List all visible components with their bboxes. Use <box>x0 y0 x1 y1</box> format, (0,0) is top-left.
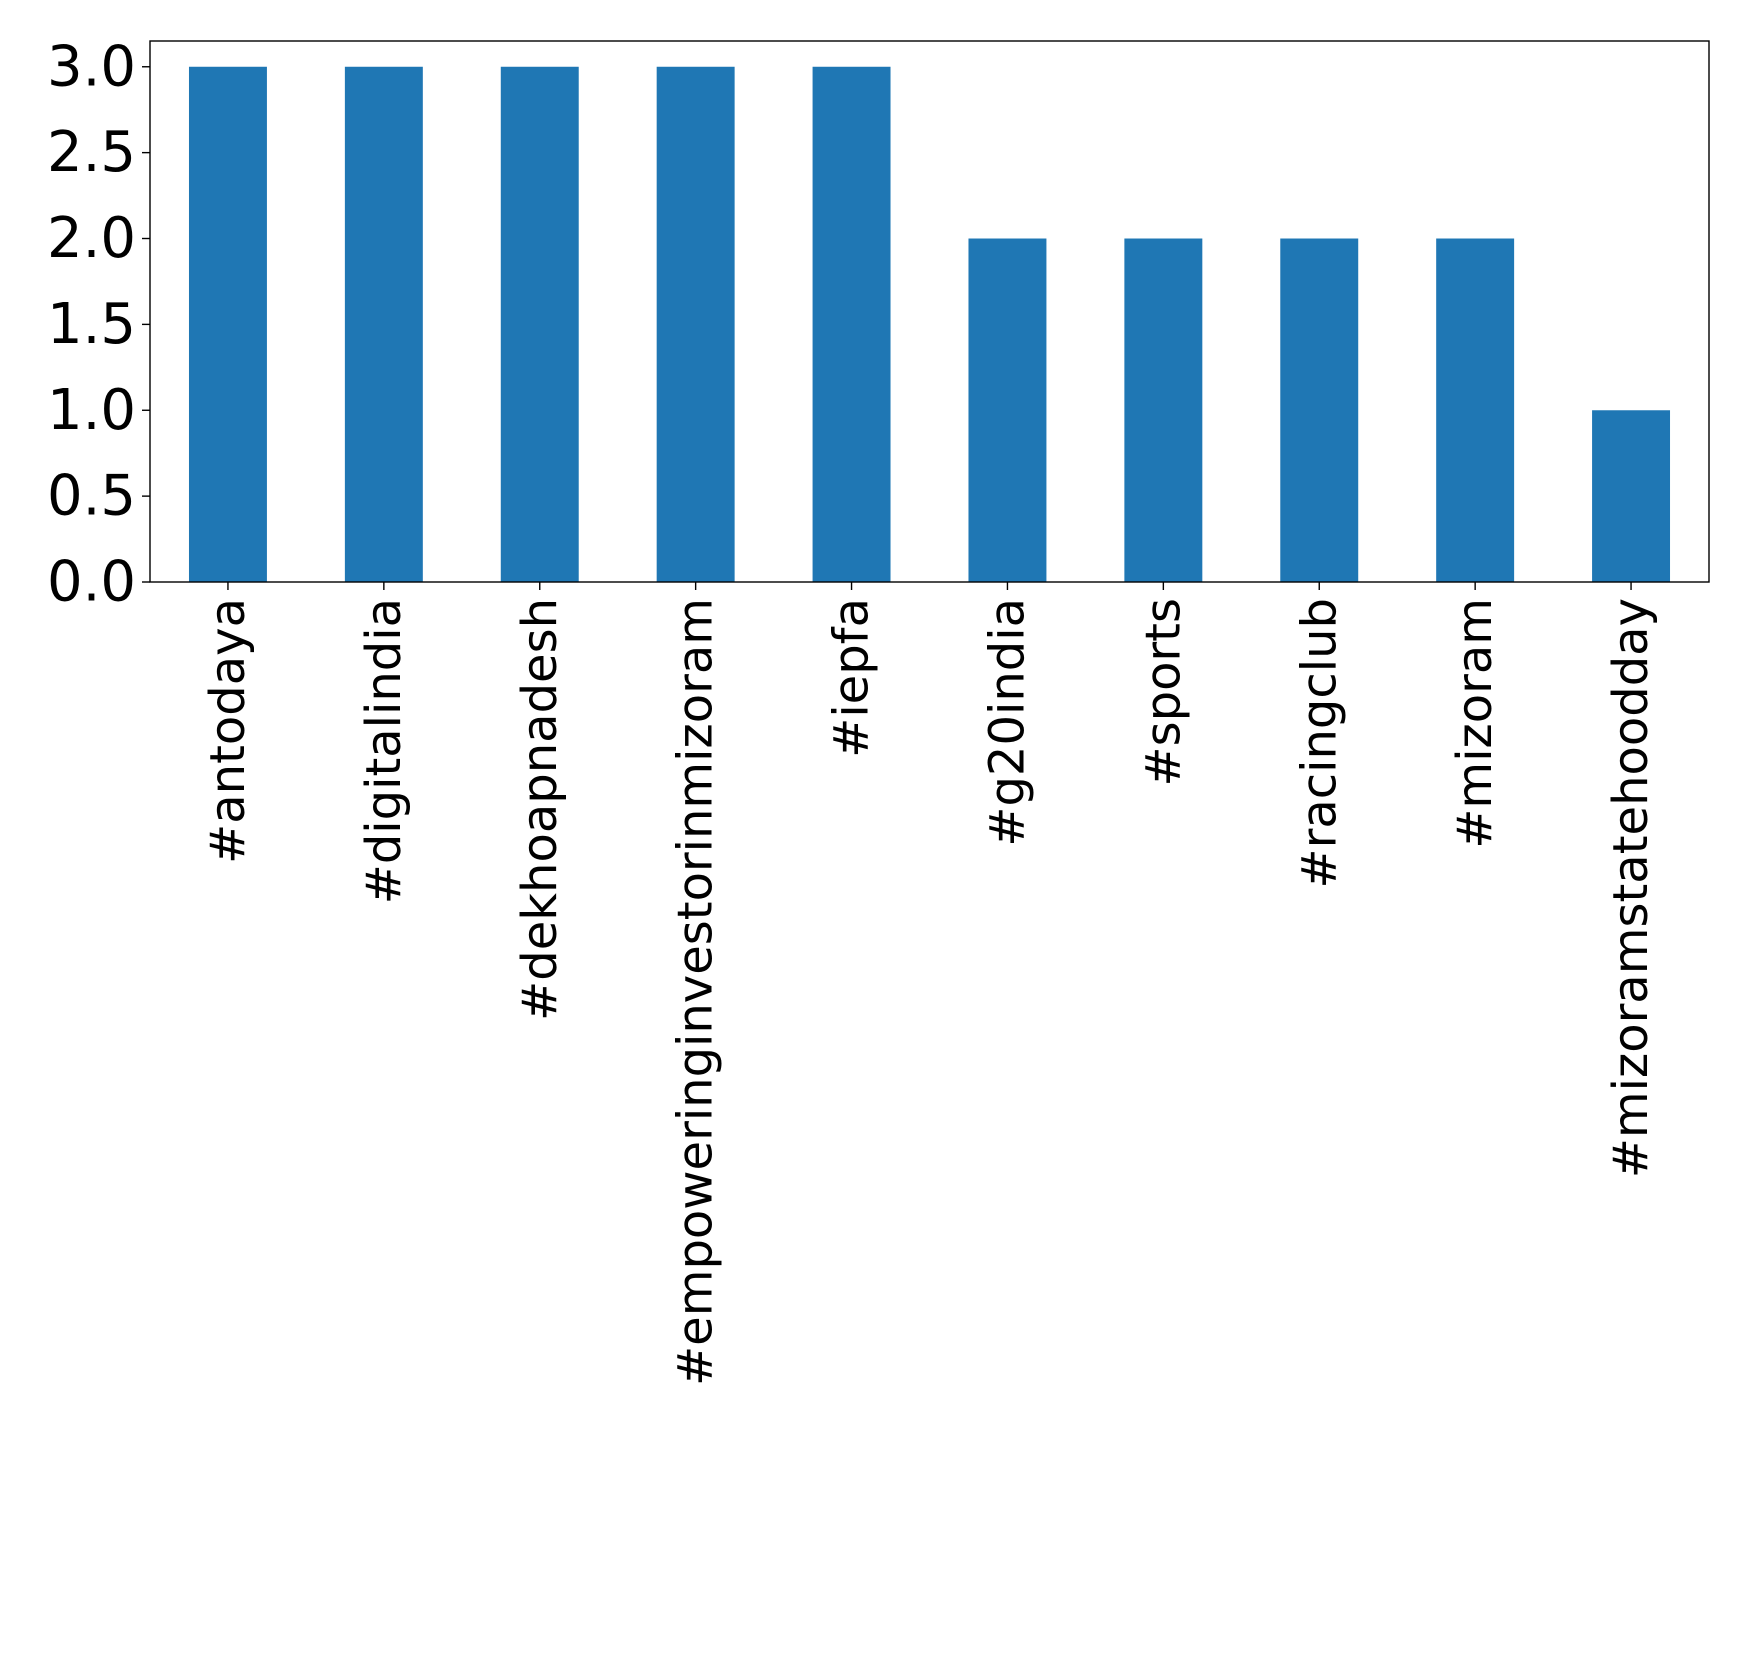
x-tick-label: #racingclub <box>1291 598 1347 889</box>
bar-digitalindia <box>344 66 423 582</box>
y-tick-label: 1.5 <box>47 292 136 357</box>
bar-mizoramstatehoodday <box>1592 410 1671 582</box>
x-tick-label: #mizoramstatehoodday <box>1603 598 1659 1178</box>
bar-iepfa <box>812 66 891 582</box>
bars-layer <box>188 66 1671 582</box>
y-tick-label: 0.5 <box>47 464 136 529</box>
x-tick-label: #sports <box>1135 598 1191 787</box>
bar-dekhoapnadesh <box>500 66 579 582</box>
bar-empoweringinvestorinmizoram <box>656 66 735 582</box>
y-tick-label: 2.0 <box>47 206 136 271</box>
bar-g20india <box>968 238 1047 582</box>
x-tick-label: #dekhoapnadesh <box>512 598 568 1021</box>
plot-frame <box>149 40 1710 583</box>
x-tick-label: #antodaya <box>200 598 256 864</box>
bar-racingclub <box>1280 238 1359 582</box>
x-tick-label: #g20india <box>979 598 1035 847</box>
x-tick-label: #empoweringinvestorinmizoram <box>668 598 724 1386</box>
x-tick-label: #mizoram <box>1447 598 1503 849</box>
x-tick-label: #digitalindia <box>356 598 412 904</box>
x-axis: #antodaya #digitalindia #dekhoapnadesh #emp… <box>200 582 1659 1386</box>
x-tick-label: #iepfa <box>824 598 880 758</box>
bar-mizoram <box>1436 238 1515 582</box>
y-tick-label: 1.0 <box>47 378 136 443</box>
y-axis: 0.0 0.5 1.0 1.5 2.0 2.5 3.0 <box>47 34 150 615</box>
y-tick-label: 2.5 <box>47 120 136 185</box>
bar-sports <box>1124 238 1203 582</box>
y-tick-label: 3.0 <box>47 34 136 99</box>
bar-antodaya <box>188 66 267 582</box>
y-tick-label: 0.0 <box>47 550 136 615</box>
